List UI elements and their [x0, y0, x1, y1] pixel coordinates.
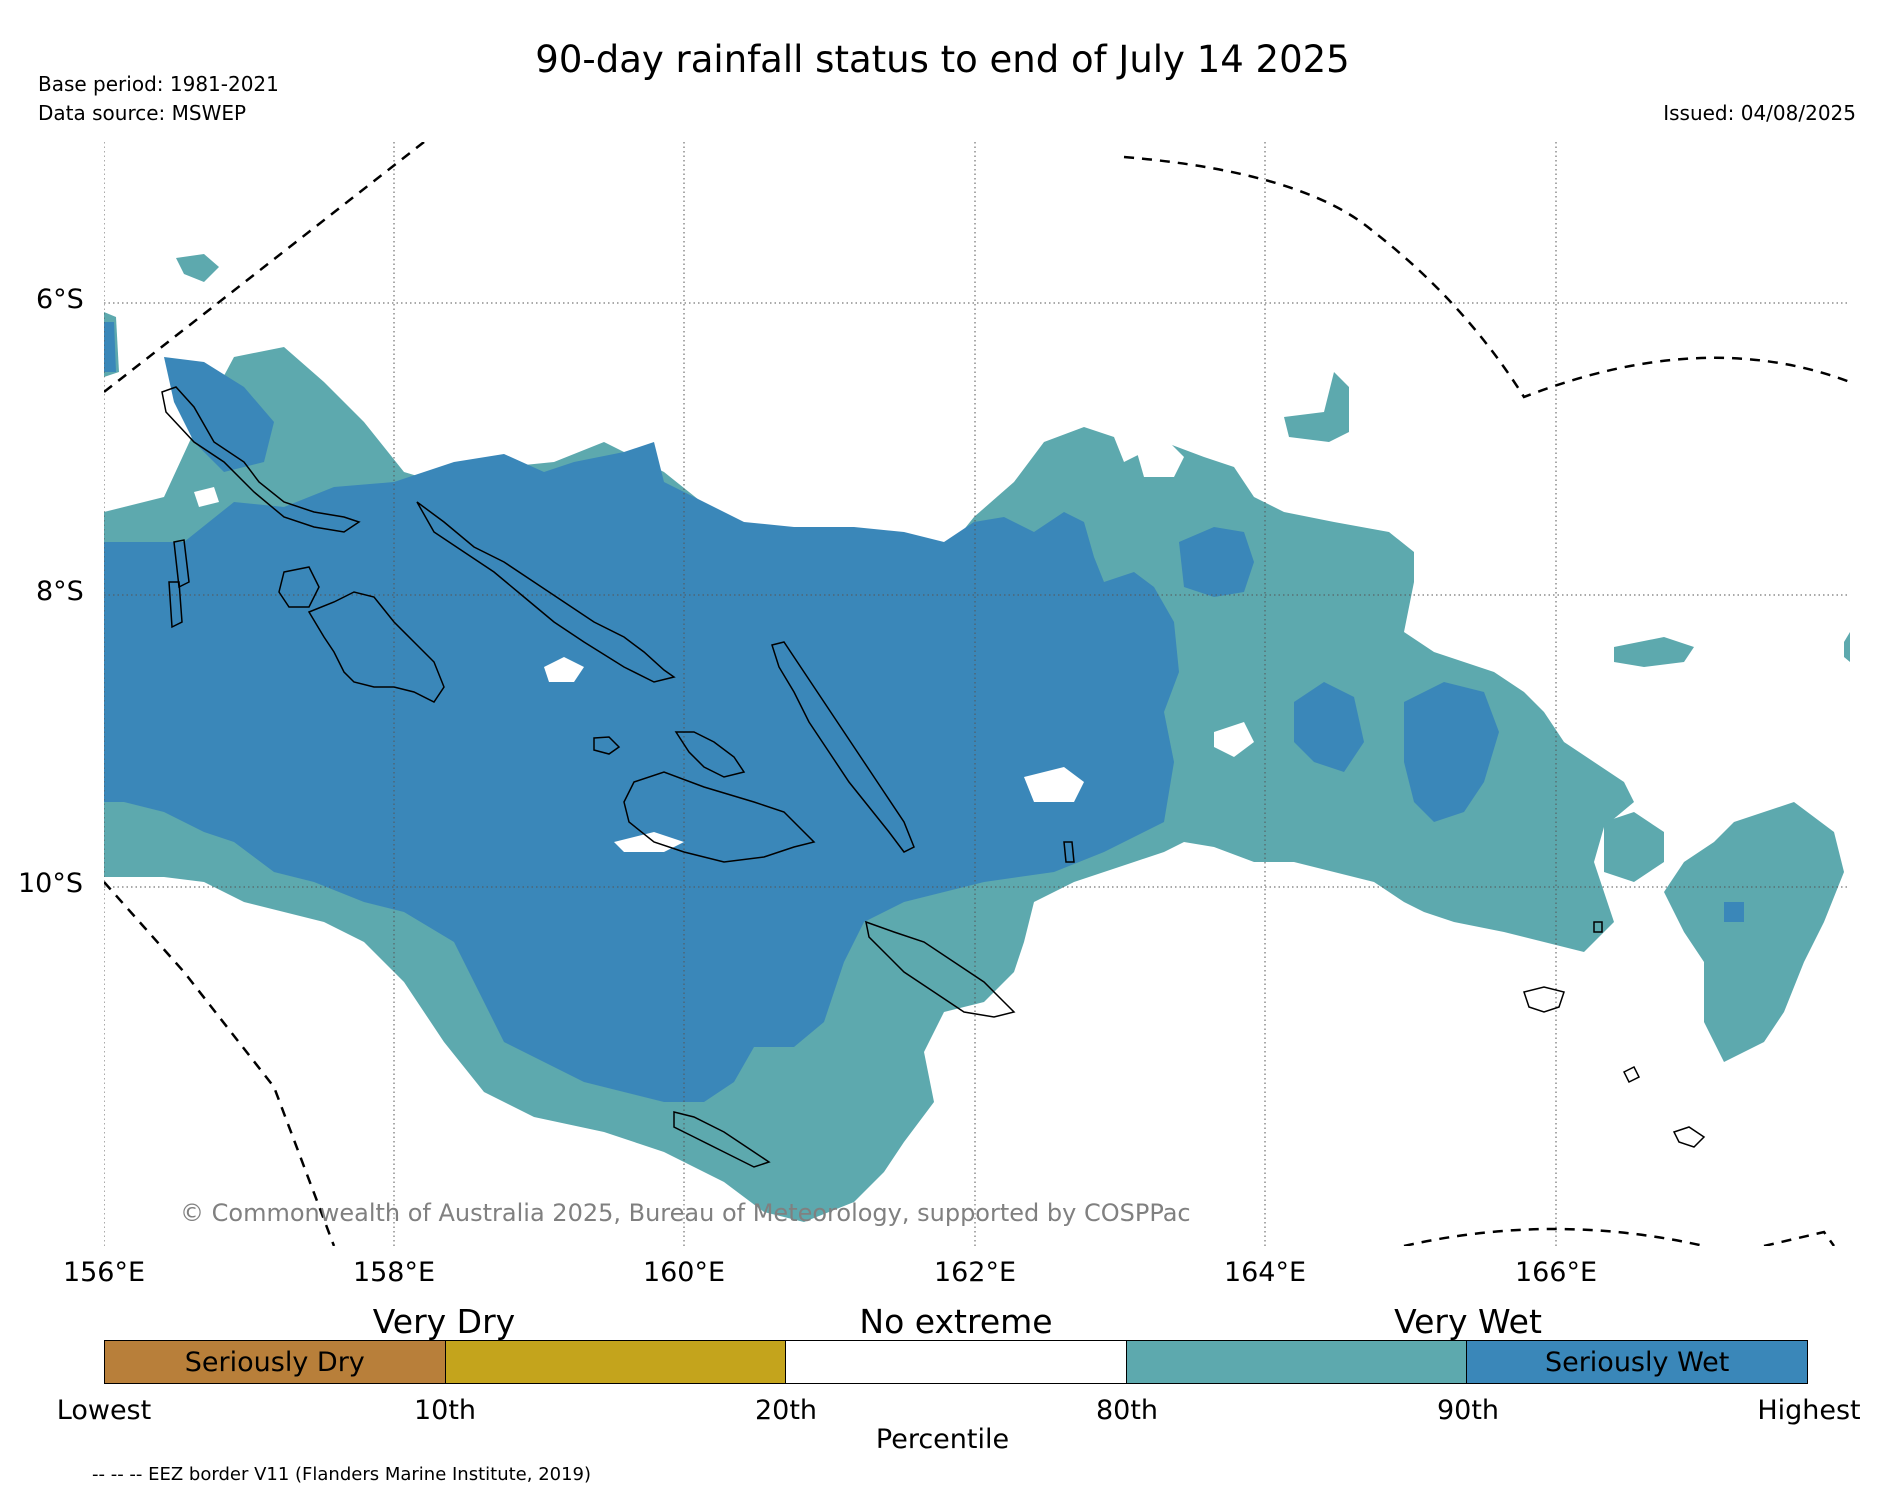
legend-category-very-wet: Very Wet	[1394, 1302, 1542, 1341]
latitude-label-6s: 6°S	[36, 284, 84, 315]
eez-borders	[104, 142, 1850, 1246]
no-extreme-gap	[194, 437, 1254, 852]
legend-segment-seriously-wet: Seriously Wet	[1467, 1341, 1807, 1383]
legend-tick-20th: 20th	[754, 1395, 818, 1426]
rainfall-map	[104, 142, 1850, 1246]
legend-color-bar: Seriously Dry Seriously Wet	[104, 1340, 1808, 1384]
legend-category-no-extreme: No extreme	[859, 1302, 1053, 1341]
eez-border-note: -- -- -- EEZ border V11 (Flanders Marine…	[92, 1464, 592, 1485]
longitude-label-166e: 166°E	[1514, 1257, 1598, 1288]
longitude-label-160e: 160°E	[642, 1257, 726, 1288]
gridlines	[104, 142, 1850, 1246]
legend-category-very-dry: Very Dry	[372, 1302, 516, 1341]
legend-segment-no-extreme	[786, 1341, 1127, 1383]
legend-tick-10th: 10th	[413, 1395, 477, 1426]
latitude-label-10s: 10°S	[18, 868, 83, 899]
copyright-text: © Commonwealth of Australia 2025, Bureau…	[180, 1199, 1191, 1227]
legend-segment-seriously-dry: Seriously Dry	[105, 1341, 446, 1383]
seriously-wet-region	[104, 322, 1744, 1102]
data-source-text: Data source: MSWEP	[38, 101, 247, 125]
legend-tick-highest: Highest	[1757, 1395, 1861, 1426]
legend-segment-very-dry	[445, 1341, 787, 1383]
longitude-label-164e: 164°E	[1223, 1257, 1307, 1288]
latitude-label-8s: 8°S	[36, 576, 84, 607]
longitude-label-162e: 162°E	[933, 1257, 1017, 1288]
page-title: 90-day rainfall status to end of July 14…	[535, 38, 1350, 81]
coastlines	[161, 386, 1706, 1168]
legend-tick-80th: 80th	[1095, 1395, 1159, 1426]
issued-date-text: Issued: 04/08/2025	[1663, 101, 1856, 125]
legend-tick-lowest: Lowest	[56, 1395, 152, 1426]
longitude-label-156e: 156°E	[62, 1257, 146, 1288]
longitude-label-158e: 158°E	[352, 1257, 436, 1288]
legend-title: Percentile	[875, 1424, 1010, 1455]
legend-tick-90th: 90th	[1436, 1395, 1500, 1426]
legend-segment-very-wet	[1126, 1341, 1468, 1383]
base-period-text: Base period: 1981-2021	[38, 72, 279, 96]
